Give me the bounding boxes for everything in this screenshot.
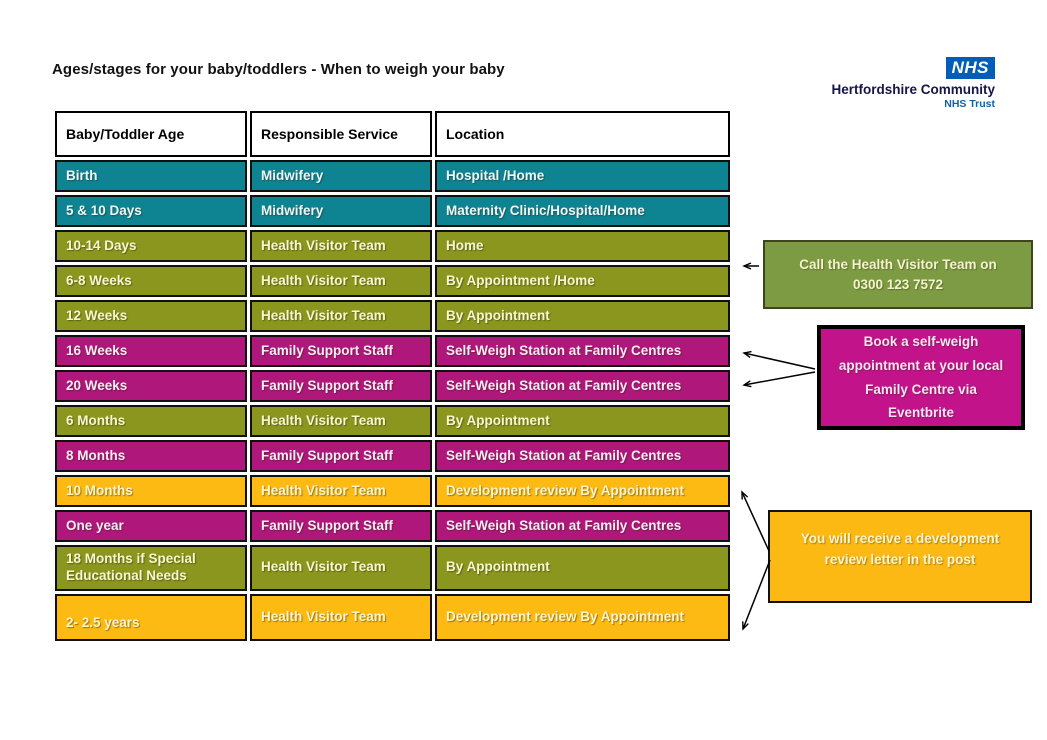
table-row: 10 Months Health Visitor Team Development … — [55, 475, 730, 507]
table-row: 6 Months Health Visitor Team By Appointmen… — [55, 405, 730, 437]
service-cell: Health Visitor Team — [250, 230, 432, 262]
age-cell: 6 Months — [55, 405, 247, 437]
service-cell: Health Visitor Team — [250, 545, 432, 591]
age-cell: 10 Months — [55, 475, 247, 507]
location-cell: By Appointment — [435, 545, 730, 591]
age-cell: 8 Months — [55, 440, 247, 472]
table-row: 12 Weeks Health Visitor Team By Appointmen… — [55, 300, 730, 332]
age-cell: 18 Months if Special Educational Needs — [55, 545, 247, 591]
age-cell: 2- 2.5 years — [55, 593, 247, 641]
location-cell: Home — [435, 230, 730, 262]
age-cell: 12 Weeks — [55, 300, 247, 332]
service-cell: Health Visitor Team — [250, 265, 432, 297]
table-row: 16 Weeks Family Support Staff Self-Weigh S… — [55, 335, 730, 367]
service-cell: Family Support Staff — [250, 370, 432, 402]
arrow-review-10m — [742, 492, 770, 552]
table-row: 20 Weeks Family Support Staff Self-Weigh S… — [55, 370, 730, 402]
header-service: Responsible Service — [250, 111, 432, 157]
header-location: Location — [435, 111, 730, 157]
self-weigh-callout: Book a self-weigh appointment at your lo… — [817, 325, 1025, 430]
header-age: Baby/Toddler Age — [55, 111, 247, 157]
table-row: 2- 2.5 years Health Visitor Team Developme… — [55, 593, 730, 641]
arrow-self-weigh-20w — [744, 371, 816, 385]
location-cell: Development review By Appointment — [435, 475, 730, 507]
service-cell: Health Visitor Team — [250, 593, 432, 641]
location-cell: Maternity Clinic/Hospital/Home — [435, 195, 730, 227]
table-row: 5 & 10 Days Midwifery Maternity Clinic/Hos… — [55, 195, 730, 227]
health-visitor-callout: Call the Health Visitor Team on 0300 123… — [763, 240, 1033, 309]
page-title: Ages/stages for your baby/toddlers - Whe… — [52, 61, 505, 78]
service-cell: Midwifery — [250, 195, 432, 227]
table-header-row: Baby/Toddler Age Responsible Service Loc… — [55, 111, 730, 157]
table-row: 8 Months Family Support Staff Self-Weigh S… — [55, 440, 730, 472]
table-row: One year Family Support Staff Self-Weigh S… — [55, 510, 730, 542]
weigh-schedule-table: Baby/Toddler Age Responsible Service Loc… — [52, 108, 733, 644]
service-cell: Family Support Staff — [250, 440, 432, 472]
nhs-trust-logo: NHS Hertfordshire Community NHS Trust — [831, 57, 995, 110]
logo-organisation-name: Hertfordshire Community — [831, 82, 995, 97]
location-cell: Self-Weigh Station at Family Centres — [435, 370, 730, 402]
location-cell: By Appointment — [435, 300, 730, 332]
age-cell: One year — [55, 510, 247, 542]
development-review-callout: You will receive a development review le… — [768, 510, 1032, 603]
service-cell: Midwifery — [250, 160, 432, 192]
arrow-self-weigh-16w — [744, 353, 816, 370]
location-cell: Self-Weigh Station at Family Centres — [435, 440, 730, 472]
weigh-table-body: Birth Midwifery Hospital /Home 5 & 10 Days M… — [55, 160, 730, 641]
logo-trust-label: NHS Trust — [944, 98, 995, 110]
table-row: 6-8 Weeks Health Visitor Team By Appointme… — [55, 265, 730, 297]
age-cell: 16 Weeks — [55, 335, 247, 367]
location-cell: By Appointment — [435, 405, 730, 437]
table-row: Birth Midwifery Hospital /Home — [55, 160, 730, 192]
table-row: 18 Months if Special Educational Needs He… — [55, 545, 730, 591]
table-row: 10-14 Days Health Visitor Team Home — [55, 230, 730, 262]
nhs-logo-icon: NHS — [945, 57, 995, 79]
service-cell: Health Visitor Team — [250, 475, 432, 507]
location-cell: By Appointment /Home — [435, 265, 730, 297]
age-cell: 20 Weeks — [55, 370, 247, 402]
location-cell: Self-Weigh Station at Family Centres — [435, 335, 730, 367]
service-cell: Family Support Staff — [250, 510, 432, 542]
location-cell: Hospital /Home — [435, 160, 730, 192]
arrow-review-2years — [743, 559, 771, 629]
service-cell: Health Visitor Team — [250, 405, 432, 437]
age-cell: 10-14 Days — [55, 230, 247, 262]
service-cell: Health Visitor Team — [250, 300, 432, 332]
location-cell: Development review By Appointment — [435, 593, 730, 641]
service-cell: Family Support Staff — [250, 335, 432, 367]
age-cell: Birth — [55, 160, 247, 192]
age-cell: 5 & 10 Days — [55, 195, 247, 227]
age-cell: 6-8 Weeks — [55, 265, 247, 297]
location-cell: Self-Weigh Station at Family Centres — [435, 510, 730, 542]
